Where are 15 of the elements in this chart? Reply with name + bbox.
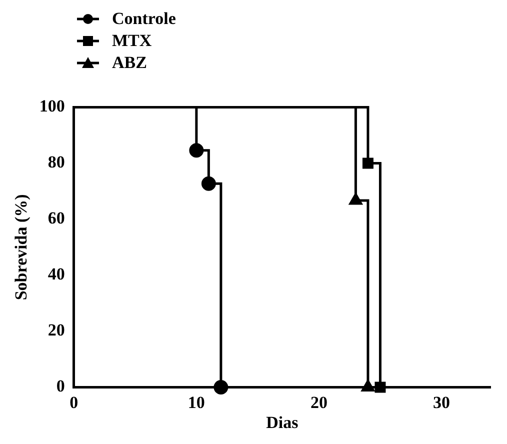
- y-tick-label: 80: [48, 152, 65, 172]
- legend-label: MTX: [112, 31, 152, 51]
- y-tick-label: 40: [48, 264, 65, 284]
- x-axis-title: Dias: [266, 413, 299, 432]
- x-tick-label: 20: [310, 392, 328, 412]
- legend-label: ABZ: [112, 53, 147, 73]
- y-axis-title: Sobrevida (%): [12, 194, 31, 300]
- y-tick-label: 0: [56, 376, 65, 396]
- y-tick-label: 100: [39, 96, 65, 116]
- x-tick-label: 30: [432, 392, 450, 412]
- y-tick-label: 60: [48, 208, 65, 228]
- legend-label: Controle: [112, 9, 176, 29]
- x-tick-label: 0: [70, 392, 78, 412]
- x-tick-label: 10: [188, 392, 205, 412]
- y-tick-label: 20: [48, 320, 65, 340]
